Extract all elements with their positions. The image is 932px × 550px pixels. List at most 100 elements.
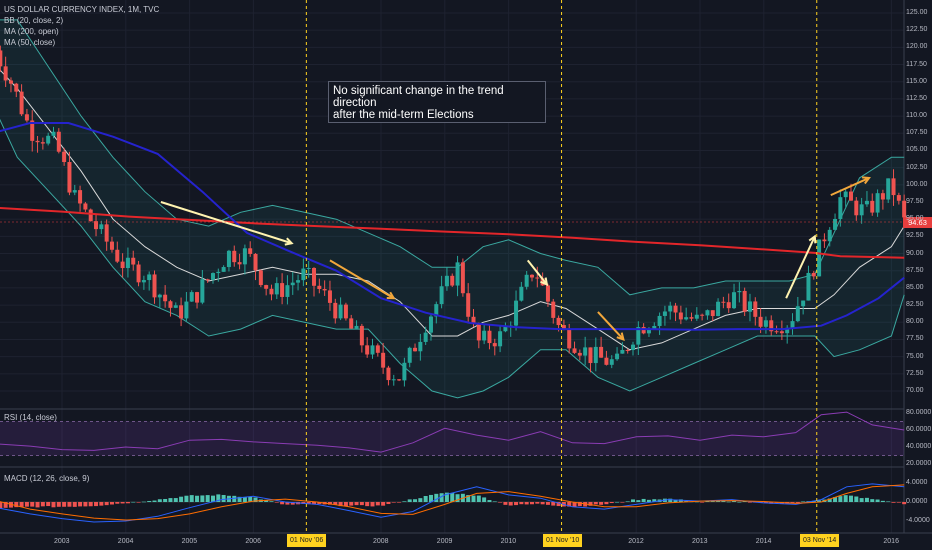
- candle-body: [83, 203, 88, 210]
- price-tick-label: 80.00: [906, 318, 924, 326]
- candle-body: [716, 301, 721, 317]
- macd-histogram-bar: [854, 496, 859, 502]
- candle-body: [572, 348, 577, 353]
- candle-body: [535, 277, 540, 279]
- macd-histogram-bar: [120, 502, 125, 504]
- candle-body: [684, 317, 689, 320]
- macd-histogram-bar: [3, 502, 8, 508]
- candle-body: [769, 320, 774, 332]
- candle-body: [46, 135, 51, 144]
- event-label-2014: 03 Nov '14: [800, 534, 840, 547]
- price-tick-label: 87.50: [906, 266, 924, 274]
- macd-histogram-bar: [896, 502, 901, 503]
- time-tick-label: 2005: [181, 538, 198, 545]
- candle-body: [439, 286, 444, 305]
- legend-macd: MACD (12, 26, close, 9): [4, 474, 90, 483]
- candle-body: [189, 292, 194, 302]
- candle-body: [567, 329, 572, 349]
- macd-histogram-bar: [891, 502, 896, 503]
- candle-body: [795, 306, 800, 322]
- macd-histogram-bar: [173, 498, 178, 502]
- candle-body: [737, 290, 742, 293]
- time-tick-label: 2003: [54, 538, 70, 545]
- candle-body: [428, 316, 433, 333]
- candle-body: [822, 239, 827, 242]
- candle-body: [593, 346, 598, 364]
- macd-histogram-bar: [221, 494, 226, 502]
- annotation-note[interactable]: No significant change in the trend direc…: [328, 81, 546, 123]
- macd-histogram-bar: [14, 502, 19, 508]
- candle-body: [317, 285, 322, 289]
- candle-body: [732, 292, 737, 309]
- macd-histogram-bar: [237, 496, 242, 502]
- macd-histogram-bar: [514, 502, 519, 506]
- macd-histogram-bar: [880, 500, 885, 502]
- macd-histogram-bar: [402, 501, 407, 502]
- candle-body: [195, 292, 200, 303]
- candle-body: [833, 218, 838, 230]
- macd-line: [0, 483, 905, 523]
- macd-histogram-bar: [195, 495, 200, 502]
- candle-body: [0, 50, 3, 67]
- candle-body: [561, 325, 566, 330]
- macd-histogram-bar: [588, 502, 593, 506]
- candle-body: [232, 250, 237, 263]
- candle-body: [710, 310, 715, 317]
- candlesticks[interactable]: [0, 38, 907, 387]
- macd-histogram-bar: [253, 497, 258, 502]
- candle-body: [290, 282, 295, 286]
- candle-body: [705, 310, 710, 316]
- candle-body: [444, 275, 449, 287]
- macd-histogram-bar: [88, 502, 93, 507]
- candle-body: [503, 326, 508, 332]
- candle-body: [476, 323, 481, 341]
- candle-body: [365, 345, 370, 355]
- macd-histogram-bar: [886, 501, 891, 503]
- candle-body: [806, 272, 811, 301]
- candle-body: [370, 345, 375, 355]
- candle-body: [545, 285, 550, 302]
- candle-body: [115, 249, 120, 262]
- macd-histogram-bar: [35, 502, 40, 508]
- macd-histogram-bar: [827, 498, 832, 502]
- macd-histogram-bar: [306, 502, 311, 505]
- candle-body: [141, 280, 146, 283]
- price-tick-label: 102.50: [906, 163, 928, 171]
- candle-body: [418, 341, 423, 352]
- candle-body: [67, 162, 72, 193]
- macd-histogram-bar: [498, 502, 503, 503]
- rsi-tick-label: 80.0000: [906, 409, 932, 416]
- macd-histogram-bar: [168, 498, 173, 502]
- macd-histogram-bar: [503, 502, 508, 505]
- candle-body: [902, 200, 907, 218]
- macd-histogram-bar: [476, 495, 481, 502]
- macd-histogram-bar: [136, 502, 141, 503]
- candle-body: [407, 347, 412, 363]
- candle-body: [875, 193, 880, 213]
- macd-histogram-bar: [609, 502, 614, 504]
- price-tick-label: 72.50: [906, 369, 924, 377]
- macd-histogram-bar: [838, 496, 843, 502]
- candle-body: [763, 320, 768, 327]
- trend-arrow-4: [785, 235, 816, 299]
- macd-histogram-bar: [242, 497, 247, 502]
- macd-histogram-bar: [700, 502, 705, 503]
- macd-histogram-bar: [67, 502, 72, 507]
- macd-histogram-bar: [210, 495, 215, 502]
- macd-histogram-bar: [641, 498, 646, 502]
- macd-histogram-bar: [152, 500, 157, 502]
- macd-histogram-bar: [434, 493, 439, 502]
- candle-body: [721, 301, 726, 303]
- macd-histogram-bar: [710, 501, 715, 502]
- macd-histogram-bar: [795, 502, 800, 503]
- trend-arrow-0: [160, 201, 292, 245]
- candle-body: [333, 302, 338, 319]
- macd-histogram-bar: [551, 502, 556, 506]
- candle-body: [136, 264, 141, 283]
- candle-body: [35, 140, 40, 143]
- macd-histogram-bar: [94, 502, 99, 507]
- macd-histogram-bar: [386, 502, 391, 505]
- macd-histogram-bar: [413, 499, 418, 502]
- price-tick-label: 77.50: [906, 335, 924, 343]
- macd-histogram-bar: [859, 498, 864, 502]
